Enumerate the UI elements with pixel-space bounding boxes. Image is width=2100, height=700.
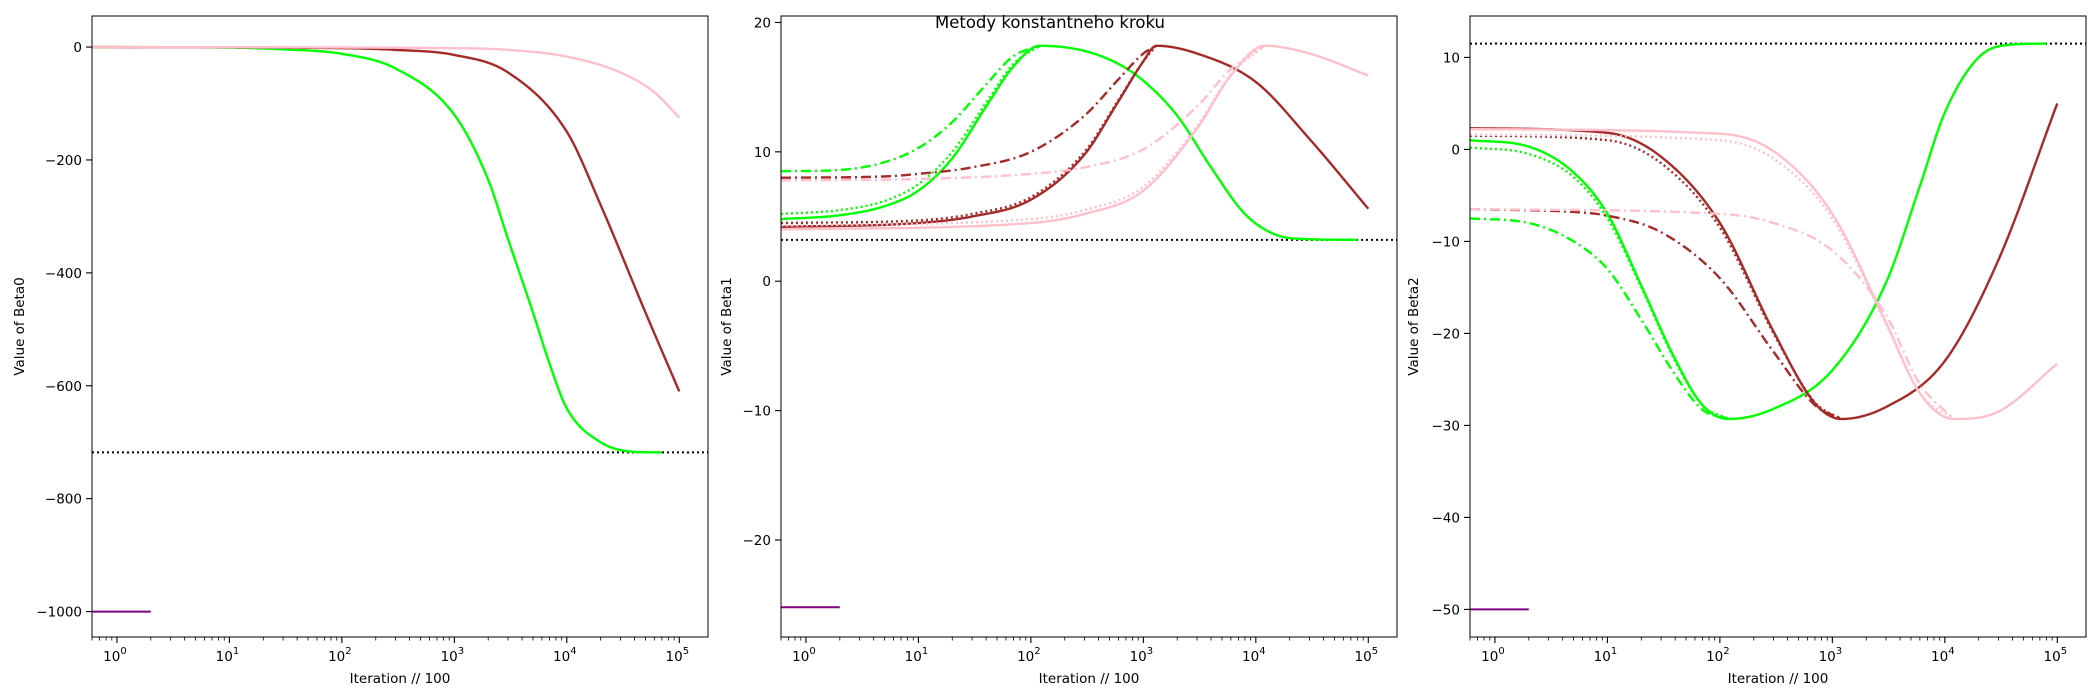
subplot-beta2: 100 101 102 103 104 105100−10−20−30−40−50Iter… [1406,15,2087,687]
y-tick-label: −40 [1432,510,1461,526]
y-tick-label: 0 [762,274,771,290]
y-tick-label: 10 [1443,50,1460,66]
series-line-green-solid [1470,42,2047,421]
y-tick-label: −400 [45,266,82,282]
series-line-pink-dashdot [781,44,1266,182]
y-axis: 20 10 0 −10 −20 [743,15,781,549]
x-axis-label: Iteration // 100 [1728,671,1829,687]
x-axis-label: Iteration // 100 [1039,671,1140,687]
y-axis: 0 −200 −400 −600 −800 −1000 [36,40,92,621]
series-line-green-dashdot [781,44,1041,173]
plot-area [1470,42,2086,611]
series-line-brown-solid [781,44,1370,229]
y-tick-label: −50 [1432,602,1461,618]
y-tick-label: −30 [1432,418,1461,434]
y-tick-label: 20 [754,15,771,31]
y-tick-label: −600 [45,379,82,395]
y-axis-label: Value of Beta0 [12,277,28,375]
y-tick-label: −1000 [36,605,82,621]
axes-frame [91,15,709,638]
series-line-green-solid [781,44,1358,242]
y-tick-label: −800 [45,492,82,508]
series-line-green-dashdot [1470,217,1730,421]
series-line-pink-solid [92,45,681,119]
subplot-beta0: 100 101 102 103 104 1050−200−400−600−800−1000… [12,15,709,687]
axes-frame [1469,15,2087,638]
y-tick-label: −20 [1432,326,1461,342]
series-line-pink-dashdot [1470,208,1955,420]
y-tick-label: −10 [743,404,772,420]
y-tick-label: 10 [754,145,771,161]
axes-frame [780,15,1398,638]
y-tick-label: −10 [1432,234,1461,250]
series-line-pink-solid [781,44,1369,231]
y-axis-label: Value of Beta2 [1406,277,1422,375]
y-tick-label: −20 [743,533,772,549]
series-line-pink-solid [1470,127,2059,421]
y-axis: 10 0 −10 −20 −30 −40 −50 [1432,50,1470,618]
plot-area [781,44,1397,609]
figure-title: Metody konstantneho kroku [935,13,1165,32]
series-line-brown-dashdot [781,44,1157,179]
y-tick-label: 0 [1451,142,1460,158]
x-axis-label: Iteration // 100 [350,671,451,687]
series-line-pink-dotted [781,44,1266,227]
plot-area [92,45,708,613]
y-tick-label: −200 [45,153,82,169]
y-tick-label: 0 [73,40,82,56]
y-axis-label: Value of Beta1 [719,277,735,375]
